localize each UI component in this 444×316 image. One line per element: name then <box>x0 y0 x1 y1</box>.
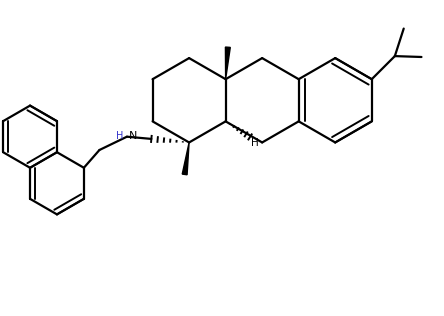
Text: H: H <box>251 138 259 148</box>
Text: H: H <box>116 131 124 141</box>
Text: N: N <box>129 131 138 141</box>
Polygon shape <box>182 143 189 175</box>
Polygon shape <box>226 47 230 79</box>
